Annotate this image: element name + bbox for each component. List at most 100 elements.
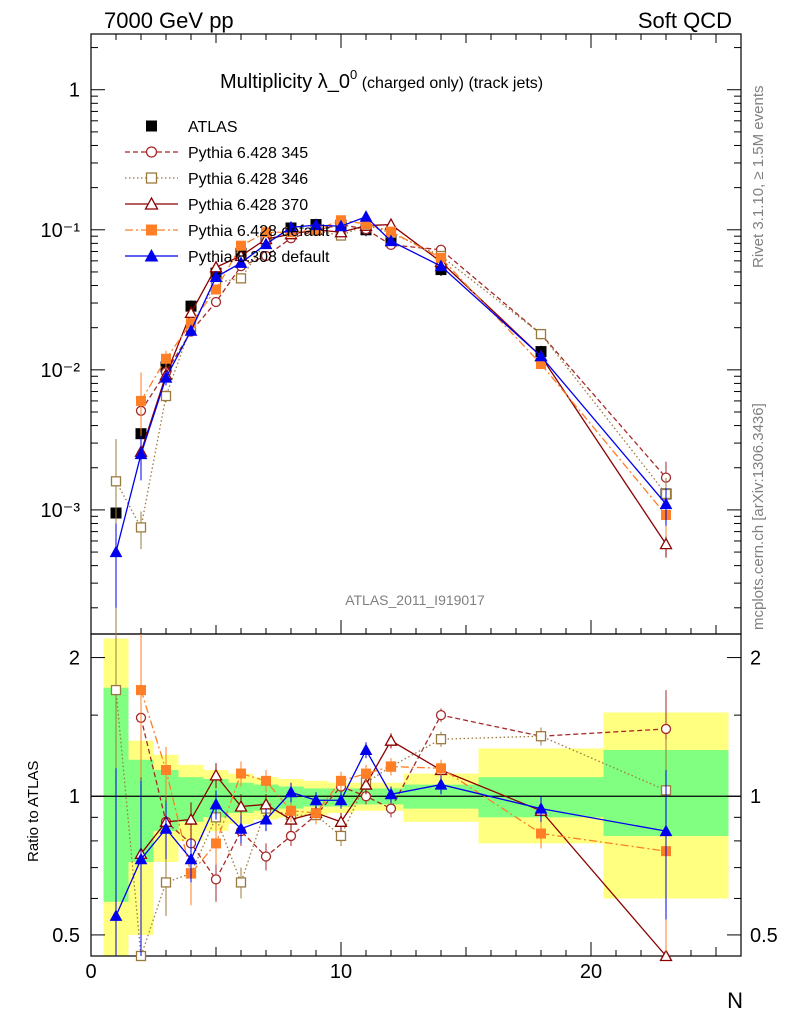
- ratio-point: [309, 793, 323, 806]
- ratio-point: [535, 731, 547, 742]
- legend-marker: [144, 196, 159, 210]
- legend-label: Pythia 6.428 346: [188, 171, 308, 188]
- ratio-point: [236, 768, 246, 779]
- ratio-point: [210, 874, 222, 885]
- ratio-point: [160, 877, 172, 888]
- main-series: [109, 210, 673, 634]
- ratio-point: [136, 685, 146, 696]
- ratio-point: [110, 684, 122, 696]
- ratio-point: [159, 822, 173, 834]
- data-point: [109, 545, 123, 558]
- ratio-point: [284, 785, 298, 798]
- ratio-point: [359, 743, 373, 756]
- data-point: [359, 210, 373, 222]
- data-point: [110, 476, 122, 487]
- data-point: [384, 234, 398, 247]
- ratio-point: [184, 812, 198, 825]
- data-point: [261, 227, 271, 238]
- series-line: [115, 224, 667, 530]
- ratio-point: [384, 787, 398, 800]
- ratio-point: [434, 778, 448, 790]
- ratio-series-5: [109, 742, 673, 956]
- ratio-point: [259, 813, 273, 825]
- ratio-point: [659, 824, 673, 837]
- data-point: [284, 220, 298, 233]
- series-line: [140, 219, 667, 516]
- axes: 0 10 20 1 10⁻¹ 10⁻² 10⁻³ 2 2 1 1 0.5 0.5: [41, 34, 778, 983]
- legend-marker: [146, 120, 157, 132]
- x-axis-label: N: [727, 988, 743, 1013]
- ratio-point: [234, 822, 248, 834]
- legend-marker: [145, 146, 158, 158]
- header-right: Soft QCD: [638, 8, 732, 33]
- ratio-tick-label: 0.5: [52, 925, 80, 947]
- ratio-point: [334, 793, 348, 806]
- legend: ATLAS Pythia 6.428 345 Pythia 6.428 346 Pyt…: [125, 119, 330, 266]
- ratio-point: [234, 799, 248, 812]
- y-tick-label: 10⁻³: [41, 500, 81, 522]
- ratio-series: [109, 634, 673, 962]
- data-point: [136, 395, 146, 406]
- series-5: [109, 210, 673, 608]
- ratio-point: [335, 830, 347, 842]
- ratio-tick-label: 2: [69, 648, 80, 670]
- ratio-point: [659, 949, 673, 962]
- data-point: [259, 237, 273, 250]
- legend-label: Pythia 6.428 default: [188, 223, 330, 240]
- ratio-point: [385, 803, 397, 814]
- ratio-tick-label: 1: [69, 786, 80, 808]
- plot-title-main: Multiplicity λ_0: [220, 71, 350, 93]
- ratio-point: [209, 768, 223, 781]
- analysis-watermark: ATLAS_2011_I919017: [345, 592, 485, 608]
- ratio-point: [285, 830, 297, 842]
- data-point: [210, 296, 222, 308]
- legend-marker: [145, 172, 158, 184]
- ratio-point: [359, 777, 373, 790]
- ratio-point: [660, 723, 672, 735]
- mcplots-label: mcplots.cern.ch [arXiv:1306.3436]: [750, 403, 767, 630]
- ratio-point: [235, 877, 247, 888]
- data-point: [161, 353, 171, 364]
- rivet-label: Rivet 3.1.10, ≥ 1.5M events: [750, 86, 767, 269]
- ratio-point: [211, 838, 221, 849]
- data-point: [260, 250, 272, 262]
- legend-label: Pythia 6.428 370: [188, 197, 308, 214]
- legend-label: ATLAS: [188, 119, 238, 136]
- data-point: [234, 256, 248, 268]
- data-point: [135, 522, 147, 533]
- ratio-point: [361, 768, 371, 779]
- ratio-point: [435, 709, 447, 721]
- y-tick-label: 10⁻²: [41, 360, 81, 382]
- ratio-point: [311, 807, 321, 818]
- data-point: [160, 390, 172, 402]
- x-tick-label: 10: [330, 961, 352, 983]
- data-point: [209, 270, 223, 283]
- data-point: [236, 240, 246, 251]
- ratio-tick-label-right: 2: [750, 648, 761, 670]
- series-line: [140, 223, 667, 545]
- y-tick-label: 10⁻¹: [41, 220, 81, 242]
- ratio-point: [109, 909, 123, 921]
- ratio-tick-label-right: 1: [750, 786, 761, 808]
- data-point: [535, 328, 547, 340]
- ratio-point: [184, 852, 198, 865]
- legend-marker: [144, 248, 159, 262]
- data-point: [184, 306, 198, 319]
- data-point: [211, 284, 221, 295]
- ratio-point: [386, 761, 396, 772]
- data-point: [235, 273, 247, 284]
- legend-label: Pythia 8.308 default: [188, 249, 330, 266]
- data-point: [659, 537, 673, 550]
- ratio-point: [261, 775, 271, 786]
- ratio-point: [336, 775, 346, 786]
- x-tick-label: 0: [85, 961, 96, 983]
- plot-title-suffix: (charged only) (track jets): [357, 75, 543, 92]
- ratio-ylabel: Ratio to ATLAS: [25, 761, 42, 862]
- ratio-line: [140, 739, 667, 957]
- data-point: [159, 371, 173, 383]
- ratio-point: [161, 765, 171, 776]
- ratio-point: [436, 763, 446, 774]
- header-left: 7000 GeV pp: [104, 8, 234, 33]
- ratio-point: [384, 733, 398, 746]
